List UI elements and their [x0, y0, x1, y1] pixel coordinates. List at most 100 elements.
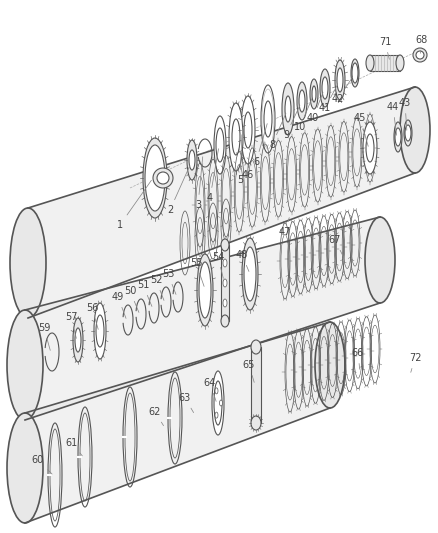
Ellipse shape	[311, 86, 315, 102]
Ellipse shape	[143, 138, 166, 218]
Ellipse shape	[399, 87, 429, 173]
Ellipse shape	[7, 413, 43, 523]
Ellipse shape	[365, 55, 373, 71]
Text: 56: 56	[85, 303, 98, 329]
Text: 41: 41	[318, 84, 337, 113]
Text: 1: 1	[117, 180, 151, 230]
Text: 68: 68	[415, 35, 427, 53]
Ellipse shape	[350, 59, 358, 87]
Ellipse shape	[362, 122, 376, 174]
Ellipse shape	[96, 315, 104, 347]
Ellipse shape	[220, 315, 229, 327]
Ellipse shape	[314, 322, 344, 408]
Bar	[369, 55, 399, 71]
Ellipse shape	[393, 122, 401, 152]
Ellipse shape	[351, 63, 357, 83]
Ellipse shape	[223, 259, 226, 267]
Ellipse shape	[223, 299, 226, 307]
Text: 4: 4	[206, 149, 218, 203]
Bar	[251, 347, 261, 423]
Ellipse shape	[215, 388, 218, 394]
Ellipse shape	[223, 279, 226, 287]
Text: 46: 46	[241, 170, 254, 195]
Ellipse shape	[231, 119, 240, 155]
Ellipse shape	[153, 168, 173, 188]
Ellipse shape	[213, 116, 226, 174]
Ellipse shape	[412, 48, 426, 62]
Ellipse shape	[334, 60, 344, 100]
Text: 5: 5	[237, 135, 243, 185]
Ellipse shape	[244, 112, 251, 148]
Ellipse shape	[365, 134, 373, 162]
Text: 64: 64	[203, 378, 215, 401]
Text: 63: 63	[178, 393, 193, 413]
Ellipse shape	[261, 85, 274, 153]
Ellipse shape	[404, 125, 410, 141]
Text: 45: 45	[353, 113, 367, 147]
Text: 43: 43	[398, 98, 410, 130]
Ellipse shape	[157, 172, 169, 184]
Text: 10: 10	[293, 99, 311, 132]
Text: 40: 40	[306, 93, 322, 123]
Ellipse shape	[395, 55, 403, 71]
Ellipse shape	[229, 103, 243, 171]
Ellipse shape	[215, 412, 218, 418]
Ellipse shape	[403, 120, 411, 146]
Text: 3: 3	[194, 157, 202, 210]
Polygon shape	[28, 87, 414, 318]
Text: 57: 57	[64, 312, 77, 338]
Text: 47: 47	[278, 217, 290, 237]
Text: 67: 67	[328, 235, 343, 257]
Text: 50: 50	[124, 286, 138, 312]
Ellipse shape	[187, 140, 197, 180]
Ellipse shape	[251, 416, 261, 430]
Text: 6: 6	[252, 124, 267, 167]
Ellipse shape	[394, 128, 400, 146]
Ellipse shape	[213, 381, 222, 425]
Ellipse shape	[321, 77, 327, 99]
Ellipse shape	[198, 262, 211, 318]
Text: 72: 72	[408, 353, 420, 373]
Ellipse shape	[297, 82, 306, 120]
Ellipse shape	[197, 254, 212, 326]
Ellipse shape	[415, 51, 423, 59]
Ellipse shape	[319, 69, 329, 107]
Ellipse shape	[215, 128, 223, 162]
Text: 53: 53	[162, 269, 176, 294]
Ellipse shape	[94, 303, 106, 359]
Polygon shape	[25, 322, 329, 523]
Text: 71: 71	[378, 37, 390, 59]
Ellipse shape	[263, 101, 272, 137]
Ellipse shape	[240, 96, 254, 164]
Text: 9: 9	[283, 106, 299, 140]
Ellipse shape	[189, 150, 194, 170]
Polygon shape	[25, 217, 379, 420]
Text: 44: 44	[386, 102, 398, 135]
Ellipse shape	[241, 238, 258, 310]
Text: 54: 54	[211, 252, 224, 278]
Ellipse shape	[281, 83, 293, 135]
Text: 49: 49	[112, 292, 126, 318]
Text: 59: 59	[38, 323, 50, 350]
Ellipse shape	[284, 96, 290, 122]
Ellipse shape	[309, 79, 317, 109]
Ellipse shape	[219, 400, 222, 406]
Ellipse shape	[364, 217, 394, 303]
Ellipse shape	[244, 247, 255, 301]
Bar	[220, 245, 229, 321]
Text: 61: 61	[66, 438, 82, 456]
Text: 42: 42	[331, 77, 352, 104]
Text: 51: 51	[137, 280, 152, 306]
Text: 62: 62	[148, 407, 163, 426]
Ellipse shape	[73, 318, 83, 362]
Text: 60: 60	[32, 455, 52, 474]
Text: 52: 52	[149, 275, 164, 301]
Ellipse shape	[75, 328, 81, 352]
Text: 48: 48	[235, 250, 248, 271]
Text: 8: 8	[268, 114, 285, 150]
Ellipse shape	[336, 68, 342, 92]
Ellipse shape	[220, 239, 229, 251]
Text: 2: 2	[166, 166, 189, 215]
Text: 65: 65	[242, 360, 254, 382]
Ellipse shape	[251, 340, 261, 354]
